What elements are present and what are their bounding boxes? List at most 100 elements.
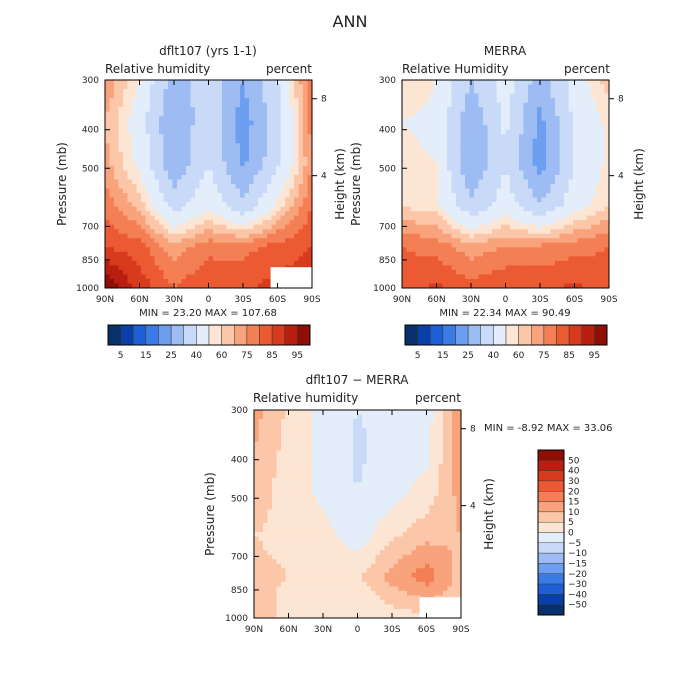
heatmap-cell: [141, 147, 146, 153]
heatmap-cell: [604, 147, 610, 153]
heatmap-cell: [528, 269, 533, 275]
heatmap-cell: [465, 202, 470, 208]
heatmap-cell: [240, 161, 245, 167]
heatmap-cell: [195, 80, 200, 85]
heatmap-cell: [271, 125, 277, 131]
heatmap-cell: [262, 184, 268, 189]
heatmap-cell: [159, 197, 164, 203]
heatmap-cell: [492, 134, 497, 140]
heatmap-cell: [438, 170, 443, 176]
heatmap-cell: [402, 98, 407, 104]
heatmap-cell: [353, 455, 358, 461]
heatmap-cell: [595, 215, 601, 221]
heatmap-cell: [456, 251, 461, 257]
heatmap-cell: [568, 211, 574, 217]
heatmap-cell: [460, 125, 466, 131]
heatmap-cell: [406, 120, 412, 126]
heatmap-cell: [127, 206, 133, 212]
heatmap-cell: [141, 184, 146, 189]
heatmap-cell: [433, 193, 439, 198]
heatmap-cell: [127, 80, 133, 85]
heatmap-cell: [294, 423, 300, 429]
heatmap-cell: [298, 107, 304, 113]
heatmap-cell: [505, 129, 511, 135]
heatmap-cell: [415, 242, 421, 248]
heatmap-cell: [136, 247, 142, 253]
heatmap-cell: [496, 193, 502, 198]
heatmap-cell: [217, 278, 223, 284]
heatmap-cell: [492, 202, 497, 208]
heatmap-cell: [150, 138, 155, 144]
heatmap-cell: [289, 152, 295, 158]
heatmap-cell: [555, 256, 560, 262]
heatmap-cell: [136, 147, 142, 153]
heatmap-cell: [523, 193, 529, 198]
heatmap-cell: [402, 283, 407, 289]
heatmap-cell: [591, 89, 596, 94]
heatmap-cell: [280, 156, 286, 162]
heatmap-cell: [114, 170, 119, 176]
heatmap-cell: [330, 446, 336, 452]
heatmap-cell: [195, 256, 200, 262]
heatmap-cell: [258, 170, 263, 176]
heatmap-cell: [244, 211, 250, 217]
heatmap-cell: [330, 419, 336, 424]
heatmap-cell: [433, 138, 439, 144]
heatmap-cell: [425, 450, 430, 456]
heatmap-cell: [294, 143, 299, 149]
heatmap-cell: [447, 147, 452, 153]
heatmap-cell: [389, 432, 394, 438]
heatmap-cell: [514, 107, 520, 113]
heatmap-cell: [204, 184, 209, 189]
heatmap-cell: [132, 274, 137, 280]
heatmap-cell: [271, 233, 277, 239]
heatmap-cell: [145, 247, 151, 253]
heatmap-cell: [443, 459, 448, 465]
heatmap-cell: [186, 202, 191, 208]
heatmap-cell: [303, 251, 308, 257]
heatmap-cell: [451, 283, 457, 289]
heatmap-cell: [307, 256, 313, 262]
heatmap-cell: [546, 161, 551, 167]
heatmap-cell: [150, 269, 155, 275]
heatmap-cell: [492, 170, 497, 176]
heatmap-cell: [235, 193, 241, 198]
heatmap-cell: [573, 89, 578, 94]
heatmap-cell: [294, 147, 299, 153]
heatmap-cell: [177, 152, 182, 158]
heatmap-cell: [244, 174, 250, 180]
heatmap-cell: [420, 93, 425, 99]
heatmap-cell: [303, 459, 309, 465]
heatmap-cell: [253, 120, 259, 126]
heatmap-cell: [105, 211, 110, 217]
heatmap-cell: [307, 89, 313, 94]
heatmap-cell: [528, 98, 533, 104]
heatmap-cell: [600, 229, 605, 235]
heatmap-cell: [478, 98, 484, 104]
heatmap-cell: [550, 211, 556, 217]
heatmap-cell: [411, 410, 417, 415]
heatmap-cell: [478, 80, 484, 85]
heatmap-cell: [546, 229, 551, 235]
heatmap-cell: [222, 143, 227, 149]
heatmap-cell: [600, 278, 605, 284]
heatmap-cell: [272, 455, 277, 461]
heatmap-cell: [478, 215, 484, 221]
heatmap-cell: [460, 174, 466, 180]
panel-model-y2label: Height (km): [333, 148, 347, 219]
heatmap-cell: [159, 116, 164, 122]
heatmap-cell: [424, 165, 430, 171]
heatmap-cell: [118, 274, 124, 280]
heatmap-cell: [222, 156, 227, 162]
heatmap-cell: [492, 265, 497, 271]
heatmap-cell: [281, 432, 286, 438]
heatmap-cell: [267, 468, 273, 474]
heatmap-cell: [195, 116, 200, 122]
heatmap-cell: [510, 179, 515, 185]
heatmap-cell: [240, 265, 245, 271]
heatmap-cell: [474, 134, 479, 140]
heatmap-cell: [600, 242, 605, 248]
heatmap-cell: [235, 89, 241, 94]
heatmap-cell: [208, 84, 214, 90]
heatmap-cell: [474, 174, 479, 180]
